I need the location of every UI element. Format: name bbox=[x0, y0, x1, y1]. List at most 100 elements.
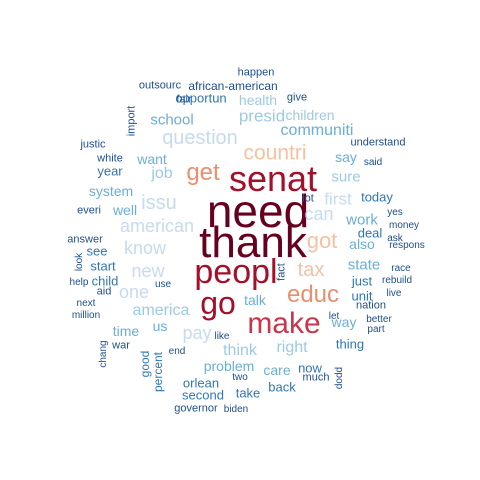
word-work: work bbox=[346, 211, 378, 229]
word-senat: senat bbox=[228, 158, 318, 199]
word-problem: problem bbox=[203, 358, 255, 374]
word-thank: thank bbox=[199, 218, 307, 267]
word-everi: everi bbox=[77, 204, 101, 217]
word-justic: justic bbox=[80, 138, 106, 151]
word-white: white bbox=[97, 152, 123, 165]
word-presid: presid bbox=[238, 106, 286, 126]
word-children: children bbox=[285, 107, 335, 123]
word-fair: fair bbox=[176, 93, 192, 106]
word-countri: countri bbox=[243, 141, 307, 165]
word-start: start bbox=[90, 258, 116, 274]
word-back: back bbox=[268, 379, 296, 395]
word-make: make bbox=[247, 307, 321, 340]
word-also: also bbox=[349, 236, 375, 252]
word-educ: educ bbox=[286, 281, 340, 308]
word-right: right bbox=[276, 339, 308, 356]
word-rebuild: rebuild bbox=[381, 275, 413, 286]
word-peopl: peopl bbox=[194, 253, 278, 291]
word-lot: lot bbox=[302, 192, 314, 205]
word-ask: ask bbox=[387, 233, 403, 244]
word-got: got bbox=[306, 228, 338, 253]
word-well: well bbox=[112, 202, 138, 218]
word-pay: pay bbox=[182, 323, 212, 343]
word-look: look bbox=[74, 252, 85, 272]
word-next: next bbox=[76, 298, 96, 309]
word-import: import bbox=[125, 105, 138, 137]
word-dodd: dodd bbox=[334, 366, 345, 390]
word-two: two bbox=[232, 372, 248, 383]
word-better: better bbox=[366, 314, 392, 325]
word-think: think bbox=[223, 342, 257, 359]
word-race: race bbox=[391, 263, 411, 274]
word-outsourc: outsourc bbox=[138, 79, 182, 92]
word-say: say bbox=[335, 149, 357, 165]
word-said: said bbox=[363, 157, 383, 168]
word-million: million bbox=[71, 310, 101, 321]
word-let: let bbox=[328, 311, 340, 322]
word-much: much bbox=[302, 371, 330, 384]
word-governor: governor bbox=[174, 402, 218, 415]
word-end: end bbox=[168, 346, 186, 357]
word-yes: yes bbox=[387, 207, 403, 218]
word-understand: understand bbox=[350, 136, 406, 149]
word-just: just bbox=[351, 273, 373, 289]
word-like: like bbox=[214, 331, 230, 342]
word-school: school bbox=[150, 111, 194, 129]
word-nation: nation bbox=[356, 299, 386, 312]
word-health: health bbox=[238, 92, 278, 108]
word-deal: deal bbox=[357, 225, 383, 241]
word-now: now bbox=[298, 360, 322, 376]
word-chang: chang bbox=[98, 340, 109, 368]
word-communiti: communiti bbox=[280, 122, 354, 139]
word-part: part bbox=[367, 324, 385, 335]
word-live: live bbox=[386, 288, 402, 299]
word-can: can bbox=[304, 204, 334, 224]
word-happen: happen bbox=[237, 66, 275, 79]
word-respons: respons bbox=[389, 240, 425, 251]
word-opportun: opportun bbox=[175, 90, 227, 106]
word-help: help bbox=[69, 277, 89, 288]
word-thing: thing bbox=[335, 336, 365, 352]
word-go: go bbox=[200, 285, 236, 321]
word-second: second bbox=[182, 387, 224, 403]
word-tax: tax bbox=[297, 259, 325, 281]
word-take: take bbox=[235, 385, 261, 401]
word-way: way bbox=[331, 314, 357, 330]
word-america: america bbox=[132, 302, 190, 319]
word-sure: sure bbox=[331, 168, 361, 186]
word-fact: fact bbox=[275, 263, 288, 281]
word-know: know bbox=[123, 238, 167, 258]
word-aid: aid bbox=[96, 285, 112, 298]
word-today: today bbox=[361, 189, 393, 205]
word-question: question bbox=[162, 127, 238, 149]
word-system: system bbox=[88, 183, 134, 199]
word-job: job bbox=[151, 165, 173, 182]
word-american: american bbox=[119, 216, 195, 236]
word-use: use bbox=[154, 279, 172, 290]
word-money: money bbox=[388, 220, 420, 231]
word-year: year bbox=[97, 163, 123, 179]
word-see: see bbox=[86, 243, 108, 259]
word-child: child bbox=[91, 273, 119, 289]
word-orlean: orlean bbox=[182, 375, 220, 391]
word-time: time bbox=[112, 323, 140, 339]
word-us: us bbox=[152, 318, 168, 334]
word-biden: biden bbox=[223, 404, 249, 415]
word-state: state bbox=[347, 256, 381, 274]
word-issu: issu bbox=[141, 192, 177, 214]
word-new: new bbox=[131, 261, 165, 281]
word-need: need bbox=[206, 185, 310, 237]
word-talk: talk bbox=[244, 292, 266, 308]
word-first: first bbox=[324, 189, 352, 209]
word-war: war bbox=[112, 339, 130, 352]
word-percent: percent bbox=[151, 351, 165, 393]
word-want: want bbox=[137, 151, 167, 167]
word-answer: answer bbox=[67, 233, 103, 246]
word-african-american: african-american bbox=[188, 79, 278, 93]
word-unit: unit bbox=[351, 288, 373, 304]
word-get: get bbox=[186, 159, 220, 186]
word-good: good bbox=[138, 350, 152, 378]
word-care: care bbox=[263, 362, 291, 378]
word-one: one bbox=[118, 282, 150, 302]
